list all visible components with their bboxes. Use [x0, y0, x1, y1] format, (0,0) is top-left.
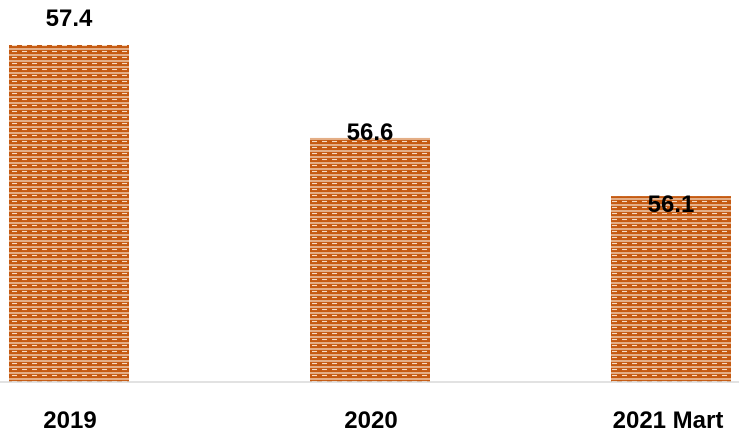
bar-2019 — [9, 45, 129, 382]
bar-2020 — [310, 137, 430, 382]
x-tick-label: 2020 — [344, 407, 397, 434]
data-labels-group: 57.4 56.6 56.1 — [46, 5, 695, 218]
x-axis-tick-labels: 2019 2020 2021 Mart — [43, 407, 723, 434]
x-tick-label: 2021 Mart — [613, 407, 724, 434]
data-label: 56.6 — [347, 119, 394, 146]
data-label: 56.1 — [648, 191, 695, 218]
x-tick-label: 2019 — [43, 407, 96, 434]
data-label: 57.4 — [46, 5, 93, 32]
bar-2021-mart — [611, 196, 731, 382]
bars-group — [9, 45, 731, 382]
